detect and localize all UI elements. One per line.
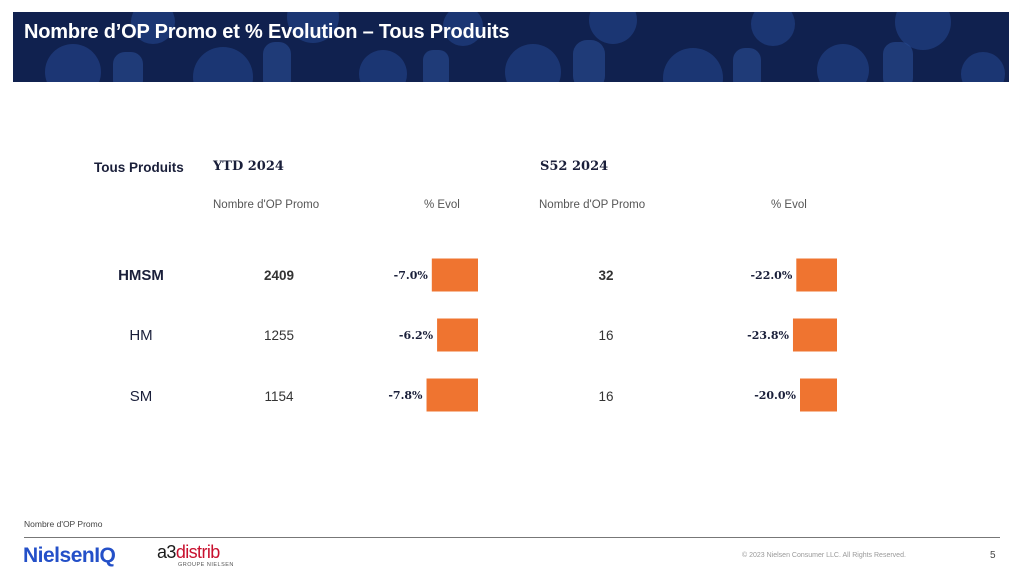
header-banner: Nombre d’OP Promo et % Evolution – Tous …: [13, 12, 1009, 82]
page-title: Nombre d’OP Promo et % Evolution – Tous …: [24, 21, 510, 43]
bar-ytd-hm: [437, 318, 478, 352]
period-header-ytd: YTD 2024: [213, 159, 284, 174]
row-label-sm: SM: [129, 388, 153, 405]
col-header-count-ytd: Nombre d'OP Promo: [213, 199, 320, 211]
bar-ytd-sm: [426, 378, 478, 412]
count-ytd-hmsm: 2409: [263, 268, 295, 283]
label-ytd-hm: -6.2%: [399, 329, 434, 342]
a3distrib-logo-subtitle: GROUPE NIELSEN: [178, 562, 234, 568]
copyright: © 2023 Nielsen Consumer LLC. All Rights …: [742, 552, 906, 559]
row-label-hmsm: HMSM: [118, 267, 164, 284]
bar-s52-hm: [792, 318, 837, 352]
count-s52-sm: 16: [598, 389, 614, 404]
col-header-evol-s52: % Evol: [771, 199, 807, 211]
count-ytd-hm: 1255: [263, 328, 295, 343]
count-s52-hm: 16: [598, 328, 614, 343]
row-label-hm: HM: [129, 327, 153, 344]
page-number: 5: [990, 550, 996, 561]
col-header-evol-ytd: % Evol: [424, 199, 460, 211]
corner-label: Tous Produits: [94, 160, 184, 175]
bar-ytd-hmsm: [431, 258, 478, 292]
label-ytd-sm: -7.8%: [388, 389, 423, 402]
bar-s52-hmsm: [796, 258, 837, 292]
footer-divider: [24, 537, 1000, 538]
label-ytd-hmsm: -7.0%: [394, 269, 429, 282]
banner-pattern: [45, 12, 1005, 82]
footnote: Nombre d'OP Promo: [24, 519, 103, 529]
a3distrib-logo-red: distrib: [175, 542, 220, 562]
bar-s52-sm: [800, 378, 837, 412]
label-s52-hmsm: -22.0%: [750, 269, 792, 282]
a3distrib-logo-black: a3: [157, 542, 176, 562]
col-header-count-s52: Nombre d'OP Promo: [539, 199, 646, 211]
period-header-s52: S52 2024: [540, 159, 609, 174]
label-s52-hm: -23.8%: [747, 329, 789, 342]
count-ytd-sm: 1154: [264, 389, 294, 404]
a3distrib-logo: a3distrib: [157, 542, 220, 563]
count-s52-hmsm: 32: [598, 268, 614, 283]
nielseniq-logo: NielsenIQ: [23, 544, 116, 567]
label-s52-sm: -20.0%: [754, 389, 796, 402]
